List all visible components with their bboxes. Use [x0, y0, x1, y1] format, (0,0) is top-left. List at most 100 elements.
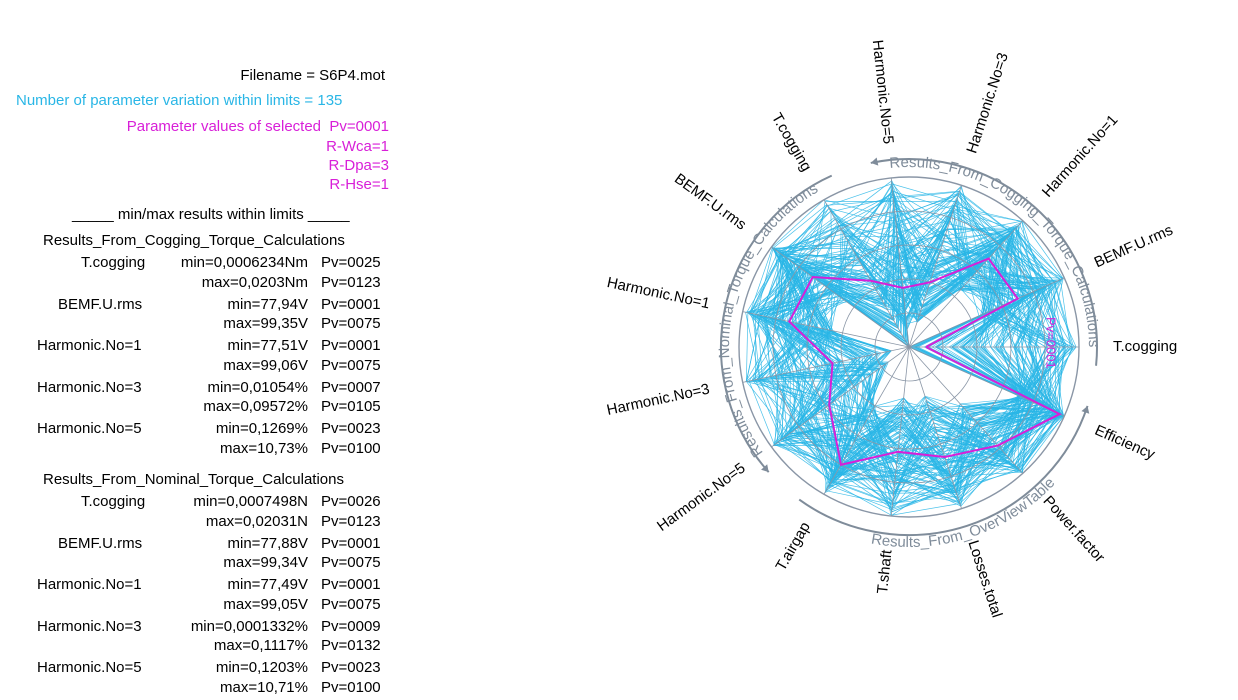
result-name: Harmonic.No=3	[37, 378, 142, 396]
result-max-value: max=0,1117%	[213, 637, 308, 654]
axis-label: Harmonic.No=3	[605, 381, 711, 419]
result-max-pv: Pv=0075	[321, 315, 381, 332]
variation-line	[747, 208, 1034, 478]
variation-line	[788, 211, 1032, 450]
axis-label: BEMF.U.rms	[1092, 222, 1176, 272]
result-max-value: max=0,02031N	[205, 512, 308, 530]
variation-line	[779, 228, 1063, 478]
result-max-value: max=99,35V	[223, 315, 308, 332]
axis-label: Harmonic.No=1	[605, 274, 711, 312]
grid-spoke	[742, 311, 910, 348]
axis-label: Harmonic.No=5	[654, 460, 749, 535]
result-max-value: max=0,0203Nm	[201, 273, 308, 291]
variation-line	[784, 205, 1065, 477]
selected-param-wca: R-Wca=1	[326, 138, 389, 155]
selected-param-dpa: R-Dpa=3	[328, 157, 389, 174]
variation-line	[797, 190, 1043, 449]
variation-line	[747, 227, 1049, 493]
variation-line	[745, 189, 1077, 453]
group-arc	[798, 405, 1089, 536]
result-name: T.cogging	[81, 254, 146, 271]
result-min-value: min=0,1203%	[215, 659, 308, 676]
variation-line	[771, 199, 1038, 487]
variation-line	[797, 229, 1037, 496]
grid-spoke	[890, 177, 910, 348]
axis-label: T.cogging	[1113, 338, 1177, 355]
axis-label: T.cogging	[768, 110, 815, 174]
axis-label: BEMF.U.rms	[671, 170, 749, 233]
result-min-pv: Pv=0026	[321, 493, 381, 510]
section-title: Results_From_Cogging_Torque_Calculations	[43, 232, 345, 249]
result-min-value: min=77,94V	[227, 295, 308, 313]
axis-label: T.shaft	[874, 548, 896, 595]
group-arc	[720, 174, 833, 473]
grid-spoke	[908, 220, 1024, 348]
variation-line	[756, 214, 1064, 506]
axis-label: Harmonic.No=1	[1039, 112, 1122, 201]
result-min-value: min=77,49V	[227, 576, 308, 593]
grid-spoke	[823, 346, 910, 495]
axis-label: Harmonic.No=3	[963, 51, 1012, 156]
variation-line	[773, 224, 1061, 501]
radar-chart: Pv=0001 Results_From_Cogging_Torque_Calc…	[605, 39, 1177, 620]
variation-line	[783, 259, 1052, 483]
variation-line	[760, 195, 1065, 488]
result-min-value: min=77,88V	[227, 534, 308, 552]
group-arrowhead	[870, 157, 879, 166]
minmax-title: _____ min/max results within limits ____…	[72, 206, 350, 223]
result-max-pv: Pv=0075	[321, 595, 381, 613]
axis-label: Losses.total	[964, 538, 1005, 619]
selected-parameters-label: Parameter values of selected Pv=0001	[126, 118, 389, 135]
variation-line	[814, 194, 1052, 497]
result-min-value: min=0,0001332%	[190, 617, 308, 635]
group-arc	[870, 158, 1098, 366]
result-min-value: min=77,51V	[227, 337, 308, 354]
result-max-pv: Pv=0075	[321, 356, 381, 374]
variation-line	[745, 267, 1041, 452]
selected-param-hse: R-Hse=1	[329, 176, 389, 193]
result-name: T.cogging	[81, 493, 146, 510]
variation-line	[763, 219, 1058, 491]
result-max-pv: Pv=0123	[321, 512, 381, 530]
axis-label: Efficiency	[1092, 422, 1158, 464]
grid-spoke	[823, 199, 910, 348]
grid-spoke	[908, 346, 1024, 474]
variation-line	[748, 249, 1060, 484]
variation-line	[749, 180, 1064, 495]
result-max-pv: Pv=0075	[321, 554, 381, 571]
axis-label: Harmonic.No=5	[869, 39, 897, 145]
result-max-value: max=99,05V	[223, 595, 308, 613]
result-max-pv: Pv=0132	[321, 637, 381, 654]
selected-series-line	[788, 257, 1062, 466]
variation-line	[745, 220, 1039, 481]
result-name: Harmonic.No=1	[37, 576, 142, 593]
result-min-pv: Pv=0001	[321, 295, 381, 313]
result-max-pv: Pv=0100	[321, 439, 381, 457]
result-min-pv: Pv=0023	[321, 420, 381, 437]
grid-spoke	[771, 246, 910, 348]
result-name: Harmonic.No=5	[37, 659, 142, 676]
result-min-value: min=0,0006234Nm	[180, 254, 308, 271]
result-name: BEMF.U.rms	[58, 295, 143, 313]
result-min-pv: Pv=0001	[321, 534, 381, 552]
grid-spoke	[908, 346, 1065, 417]
result-max-value: max=0,09572%	[203, 398, 308, 415]
result-max-value: max=99,34V	[223, 554, 308, 571]
result-min-pv: Pv=0001	[321, 337, 381, 354]
axis-label: T.airgap	[772, 519, 813, 574]
section-title: Results_From_Nominal_Torque_Calculations	[43, 471, 344, 488]
chart-grid	[738, 176, 1080, 518]
result-max-pv: Pv=0123	[321, 273, 381, 291]
grid-spoke	[908, 185, 962, 348]
results-panel: Filename = S6P4.mot Number of parameter …	[0, 0, 560, 700]
result-max-value: max=10,73%	[220, 439, 308, 457]
result-min-pv: Pv=0009	[321, 617, 381, 635]
result-name: Harmonic.No=1	[37, 337, 142, 354]
variation-line	[774, 225, 1059, 502]
group-arrowhead	[1081, 405, 1090, 414]
grid-spoke	[890, 346, 910, 517]
result-min-pv: Pv=0023	[321, 659, 381, 676]
grid-spoke	[742, 346, 910, 383]
result-min-pv: Pv=0007	[321, 378, 381, 396]
result-max-pv: Pv=0100	[321, 678, 381, 696]
